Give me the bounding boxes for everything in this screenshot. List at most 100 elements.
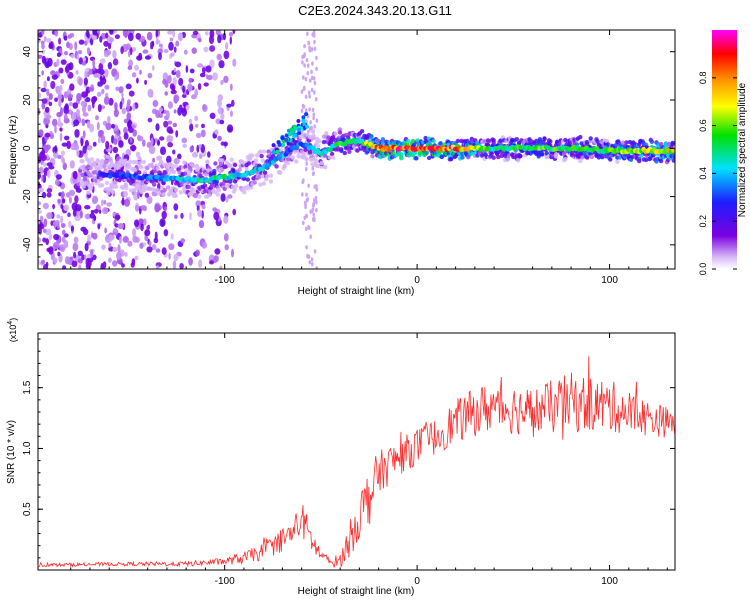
noise-speck (310, 69, 313, 75)
ridge-halo (155, 166, 160, 171)
noise-speck (300, 108, 304, 113)
noise-speck (167, 142, 174, 148)
noise-speck (68, 62, 74, 71)
noise-speck (198, 220, 205, 229)
noise-speck (64, 51, 68, 56)
noise-speck (101, 244, 106, 250)
ridge-halo (319, 160, 324, 166)
noise-speck (180, 212, 184, 219)
noise-speck (151, 244, 157, 251)
noise-speck (58, 98, 62, 108)
noise-speck (73, 251, 77, 259)
noise-speck (99, 69, 105, 75)
noise-speck (172, 260, 177, 269)
noise-speck (225, 42, 229, 50)
ridge-halo (162, 188, 167, 193)
noise-speck (168, 243, 175, 251)
noise-speck (98, 209, 102, 214)
ridge-halo (369, 134, 374, 139)
noise-speck (107, 61, 113, 70)
noise-speck (43, 80, 47, 89)
y-tick-label: 40 (22, 46, 33, 58)
ridge-halo (100, 183, 105, 188)
noise-speck (107, 115, 111, 124)
ridge-halo (306, 138, 312, 143)
noise-speck (179, 263, 184, 269)
noise-speck (59, 244, 66, 253)
noise-speck (179, 104, 183, 110)
noise-speck (104, 84, 110, 90)
ridge-cell (293, 126, 298, 131)
noise-speck (118, 86, 124, 94)
noise-speck (118, 140, 124, 148)
noise-speck (197, 83, 202, 91)
noise-speck (313, 249, 317, 254)
noise-speck (152, 99, 159, 108)
noise-speck (302, 178, 305, 183)
ridge-halo (118, 163, 124, 168)
noise-speck (60, 78, 65, 85)
noise-speck (88, 87, 94, 92)
noise-speck (119, 101, 123, 110)
noise-speck (127, 119, 132, 128)
ridge-halo (460, 155, 465, 160)
noise-speck (134, 219, 140, 227)
noise-speck (314, 195, 318, 201)
ridge-halo (186, 184, 192, 190)
ridge-halo (585, 140, 590, 145)
ridge-halo (142, 169, 148, 175)
noise-speck (85, 30, 90, 38)
noise-speck (174, 61, 182, 68)
noise-speck (136, 77, 139, 84)
noise-speck (167, 101, 173, 109)
noise-speck (62, 157, 65, 165)
ridge-halo (670, 140, 675, 146)
noise-speck (315, 118, 319, 123)
noise-speck (42, 228, 47, 234)
ridge-halo (327, 155, 332, 160)
ridge-halo (299, 149, 305, 155)
noise-speck (191, 94, 197, 100)
ridge-halo (260, 158, 265, 163)
noise-speck (132, 228, 137, 237)
ridge-halo (542, 136, 547, 141)
noise-speck (97, 104, 102, 113)
noise-speck (150, 137, 154, 146)
ridge-halo (128, 188, 134, 193)
ridge-halo (316, 143, 321, 149)
ridge-halo (261, 149, 267, 154)
noise-speck (78, 50, 82, 55)
ridge-halo (159, 159, 164, 165)
noise-speck (84, 205, 91, 210)
noise-speck (68, 196, 72, 204)
noise-speck (213, 255, 219, 263)
noise-speck (58, 37, 62, 45)
noise-speck (66, 192, 70, 198)
noise-speck (301, 54, 304, 60)
ridge-cell (301, 118, 306, 123)
noise-speck (46, 88, 50, 97)
noise-speck (100, 135, 106, 144)
noise-speck (311, 107, 315, 113)
noise-speck (108, 97, 114, 106)
noise-speck (88, 68, 93, 75)
ridge-halo (498, 138, 503, 143)
noise-speck (177, 32, 184, 42)
noise-speck (212, 72, 218, 81)
noise-speck (177, 153, 182, 160)
noise-speck (53, 150, 59, 159)
y-tick-label: 0.5 (22, 502, 33, 516)
noise-speck (213, 211, 220, 221)
noise-speck (98, 129, 104, 137)
noise-speck (169, 83, 175, 90)
noise-speck (38, 237, 42, 244)
noise-speck (101, 88, 105, 95)
colorbar-tick-label: 0.8 (698, 72, 708, 85)
ridge-halo (105, 155, 111, 160)
noise-speck (113, 228, 118, 233)
noise-speck (63, 113, 68, 122)
noise-speck (223, 75, 229, 84)
noise-speck (75, 204, 82, 212)
noise-speck (158, 52, 162, 61)
noise-speck (181, 93, 187, 98)
